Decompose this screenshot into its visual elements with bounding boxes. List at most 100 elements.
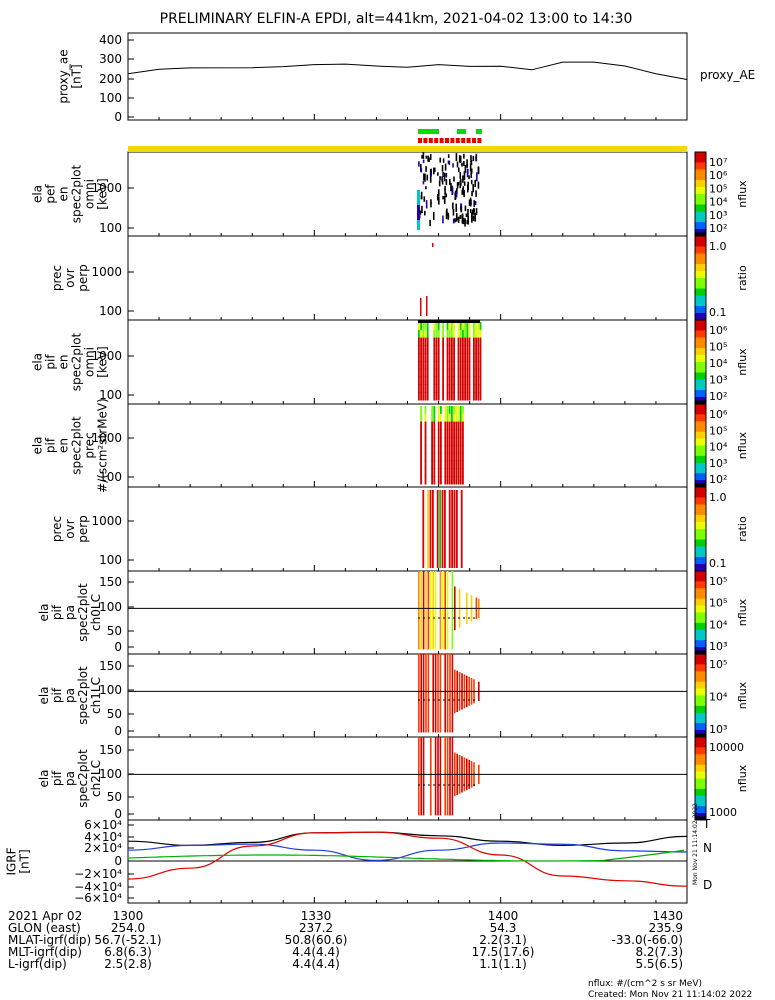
y-axis-label: ovr	[63, 268, 77, 287]
spectrogram-pixel	[433, 337, 436, 346]
colorbar-cell	[695, 557, 706, 561]
spectrogram-pixel	[442, 571, 444, 650]
spectrogram-pixel	[464, 368, 466, 378]
colorbar-cell	[695, 802, 706, 807]
spectrogram-pixel	[467, 208, 469, 217]
ephemeris-cell: 254.0	[111, 921, 145, 935]
spectrogram-pixel	[457, 452, 460, 462]
spectrogram-pixel	[446, 406, 449, 415]
colorbar-cell	[695, 716, 706, 721]
ephemeris-cell: MLAT-igrf(dip)	[8, 933, 91, 947]
colorbar-cell	[695, 483, 706, 488]
spectrogram-pixel	[426, 361, 429, 370]
y-axis-label: spec2plot	[76, 666, 90, 725]
colorbar-cell	[695, 768, 706, 773]
spectrogram-pixel	[418, 384, 420, 393]
spectrogram-pixel	[429, 154, 432, 160]
y-axis-label: en	[57, 187, 71, 202]
spectrogram-pixel	[424, 173, 426, 182]
colorbar-cell	[695, 299, 706, 303]
colorbar-cell	[695, 671, 706, 676]
colorbar-cell	[695, 577, 706, 582]
spectrogram-pixel	[444, 421, 447, 430]
colorbar-cell	[695, 705, 706, 710]
spectrogram-pixel	[420, 654, 422, 733]
colorbar-cell	[695, 169, 706, 174]
spectrogram-pixel	[420, 337, 422, 346]
spectrogram-pixel	[461, 215, 464, 224]
spectrogram-pixel	[462, 345, 464, 354]
spectrogram-pixel	[440, 468, 442, 477]
colorbar-cell	[695, 664, 706, 669]
colorbar-cell	[695, 236, 706, 240]
spectrogram-pixel	[453, 353, 455, 362]
spectrogram-pixel	[462, 188, 464, 195]
spectrogram-pixel	[472, 215, 475, 221]
spectrogram-pixel	[463, 173, 466, 181]
colorbar-cell	[695, 785, 706, 790]
colorbar-cell	[695, 232, 706, 237]
spectrogram-pixel	[448, 445, 451, 454]
colorbar-tick-label: 10⁷	[709, 156, 727, 169]
spectrogram-pixel	[422, 571, 425, 650]
ephemeris-cell: 1400	[488, 909, 519, 923]
spectrogram-pixel	[457, 413, 460, 423]
colorbar-cell	[695, 239, 706, 244]
spectrogram-pixel	[448, 476, 451, 485]
y-tick-label: 0	[114, 640, 122, 654]
spectrogram-pixel	[432, 571, 434, 650]
spectrogram-pixel	[467, 216, 469, 225]
spectrogram-pixel	[474, 200, 477, 206]
igrf-line-N	[127, 842, 688, 862]
spectrogram-pixel	[441, 181, 444, 185]
spectrogram-pixel	[453, 460, 455, 469]
spectrogram-pixel	[435, 376, 438, 385]
green-mark	[476, 129, 479, 134]
colorbar-cell	[695, 201, 706, 205]
colorbar-tick-label: 10⁶	[709, 324, 728, 337]
spectrogram-pixel	[462, 368, 464, 378]
colorbar-cell	[695, 775, 706, 779]
spectrogram-pixel	[475, 368, 477, 378]
colorbar-cell	[695, 407, 706, 412]
spectrogram-pixel	[438, 180, 441, 187]
spectrogram-pixel	[462, 361, 464, 370]
spectrogram-pixel	[473, 353, 475, 362]
spectrogram-pixel	[444, 452, 447, 462]
colorbar-cell	[695, 211, 706, 216]
spectrogram-pixel	[459, 413, 462, 423]
colorbar-cell	[695, 372, 706, 377]
spectrogram-pixel	[420, 384, 422, 393]
spectrogram-pixel	[420, 429, 422, 438]
spectrogram-pixel	[468, 368, 471, 378]
spectrogram-pixel	[466, 184, 469, 193]
spectrogram-pixel	[437, 322, 440, 331]
y-tick-label: 0	[114, 110, 122, 124]
spectrogram-pixel	[429, 168, 432, 175]
spectrogram-pixel	[466, 345, 469, 354]
spectrogram-pixel	[424, 337, 427, 346]
colorbar-cell	[695, 187, 706, 191]
colorbar-cell	[695, 806, 706, 811]
colorbar-cell	[695, 678, 706, 683]
spectrogram-pixel	[453, 337, 455, 346]
spectrogram-pixel	[433, 345, 436, 354]
spectrogram-pixel	[425, 200, 428, 209]
colorbar-cell	[695, 204, 706, 209]
spectrogram-pixel	[464, 322, 466, 331]
spectrogram-pixel	[455, 452, 458, 462]
ephemeris-cell: 4.4(4.4)	[292, 957, 340, 971]
spectrogram-pixel	[452, 218, 455, 224]
spectrogram-pixel	[468, 345, 471, 354]
ephemeris-cell: MLT-igrf(dip)	[8, 945, 82, 959]
spectrogram-pixel	[451, 445, 453, 454]
spectrogram-pixel	[451, 571, 454, 650]
spectrogram-pixel	[427, 155, 429, 162]
colorbar-tick-label: 10⁵	[709, 658, 727, 671]
spectrogram-pixel	[459, 361, 462, 370]
colorbar-cell	[695, 438, 706, 443]
red-mark	[472, 138, 476, 143]
spectrogram-pixel	[446, 392, 449, 401]
spectrogram-pixel	[420, 468, 422, 477]
ephemeris-cell: 50.8(60.6)	[285, 933, 348, 947]
